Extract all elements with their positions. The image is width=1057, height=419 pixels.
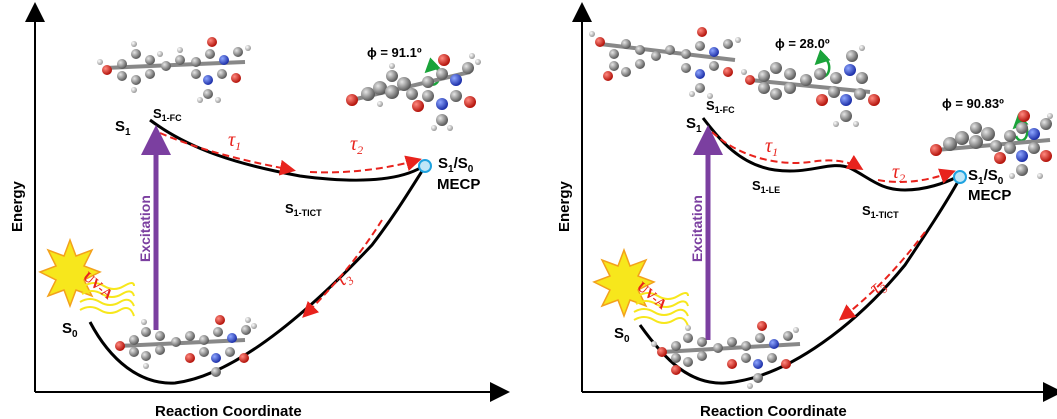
- left-mecp-s-label: S1/S0: [438, 155, 474, 175]
- right-mecp-s-label: S1/S0: [968, 167, 1004, 187]
- right-mecp-label: MECP: [968, 187, 1011, 204]
- left-mecp-label: MECP: [437, 176, 480, 193]
- left-tau1-label: τ1: [228, 129, 241, 153]
- left-molecule-mecp-icon: [346, 53, 481, 131]
- left-x-axis-label: Reaction Coordinate: [155, 403, 302, 419]
- right-s1-curve: [701, 117, 958, 192]
- left-tau2-label: τ2: [350, 133, 363, 157]
- left-mecp-circle: [418, 159, 432, 173]
- right-panel: Energy Reaction Coordinate Excitation S1…: [556, 2, 1057, 419]
- right-molecule-mecp-icon: [930, 110, 1053, 179]
- right-s1le-label: S1-LE: [752, 178, 780, 195]
- left-excitation-label: Excitation: [137, 195, 153, 262]
- left-molecule-s1fc-icon: [97, 37, 251, 103]
- left-s1-label: S1: [115, 118, 131, 138]
- left-tau3-arrow: [302, 219, 383, 318]
- left-sun-icon: [38, 237, 135, 317]
- right-y-axis-label: Energy: [556, 180, 573, 232]
- right-sun-icon: [592, 247, 689, 327]
- right-molecule-s1fc-icon: [589, 27, 741, 99]
- right-tau2-arrow: [877, 168, 956, 184]
- left-y-axis-label: Energy: [9, 180, 26, 232]
- right-tau3-arrow: [838, 231, 926, 321]
- left-panel: Energy Reaction Coordinate Excitation S1…: [9, 2, 510, 419]
- right-molecule-s0-icon: [651, 321, 801, 389]
- left-s0-curve: [88, 167, 426, 385]
- right-s1-label: S1: [686, 115, 702, 135]
- right-molecule-le-icon: [741, 45, 880, 127]
- left-s1ticT-label: S1-TICT: [285, 201, 322, 218]
- right-phi2-label: ϕ = 90.83º: [942, 96, 1004, 111]
- left-molecule-s0-icon: [115, 315, 257, 377]
- right-s1fc-label: S1-FC: [706, 98, 735, 115]
- left-s0-label: S0: [62, 320, 78, 340]
- right-s0-curve: [638, 177, 962, 385]
- left-phi-label: ϕ = 91.1º: [367, 45, 422, 60]
- left-tau3-label: τ3: [331, 266, 357, 293]
- right-phi1-label: ϕ = 28.0º: [775, 36, 830, 51]
- right-excitation-label: Excitation: [689, 195, 705, 262]
- left-tau2-arrow: [309, 155, 422, 174]
- left-tau1-arrow: [159, 132, 296, 176]
- left-s1fc-label: S1-FC: [153, 106, 182, 123]
- right-tau2-label: τ2: [892, 161, 905, 185]
- left-s1-curve: [149, 118, 423, 182]
- right-tau1-arrow: [711, 131, 864, 171]
- right-x-axis-label: Reaction Coordinate: [700, 403, 847, 419]
- right-s1ticT-label: S1-TICT: [862, 203, 899, 220]
- right-tau1-label: τ1: [765, 135, 778, 159]
- right-mecp-circle: [953, 170, 967, 184]
- right-s0-label: S0: [614, 325, 630, 345]
